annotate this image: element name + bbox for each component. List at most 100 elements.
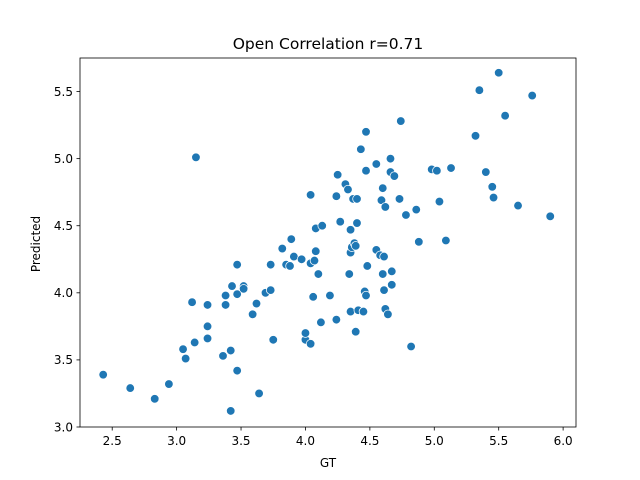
data-point — [232, 289, 242, 299]
data-point — [331, 314, 342, 325]
data-point — [343, 184, 353, 195]
x-axis: 2.5 3.0 3.5 4.0 4.5 5.0 5.5 6.0 — [103, 427, 573, 448]
data-point — [286, 234, 296, 244]
data-point — [331, 191, 342, 201]
data-point — [296, 254, 307, 264]
data-point — [352, 218, 362, 228]
data-point — [289, 251, 299, 262]
data-point — [387, 280, 397, 290]
data-point — [481, 167, 491, 177]
x-tick-label: 3.0 — [167, 434, 186, 448]
data-point — [332, 170, 343, 180]
data-point — [401, 210, 411, 220]
data-point — [356, 144, 366, 154]
x-axis-title: GT — [320, 456, 337, 470]
y-tick-label: 5.5 — [54, 85, 73, 99]
data-point — [220, 300, 231, 310]
data-point — [345, 225, 356, 235]
data-point — [383, 309, 393, 319]
data-point — [387, 266, 397, 277]
data-point — [432, 166, 442, 176]
data-point — [470, 131, 481, 141]
data-point — [305, 190, 316, 200]
data-point — [202, 321, 213, 332]
data-point — [406, 341, 416, 352]
data-point — [218, 351, 228, 361]
data-point — [227, 281, 237, 291]
data-point — [434, 196, 445, 207]
data-point — [254, 388, 264, 399]
y-tick-label: 3.5 — [54, 353, 73, 367]
data-point — [300, 328, 311, 338]
data-point — [305, 339, 316, 349]
y-tick-label: 5.0 — [54, 152, 73, 166]
data-point — [361, 127, 371, 137]
data-point — [164, 379, 174, 389]
data-point — [251, 298, 262, 309]
data-point — [396, 116, 406, 126]
x-tick-label: 4.5 — [360, 434, 379, 448]
data-point — [125, 383, 135, 393]
data-point — [513, 200, 523, 211]
data-point — [313, 269, 324, 279]
data-point — [265, 285, 276, 295]
data-point — [325, 290, 335, 301]
data-point — [474, 85, 485, 95]
data-point — [361, 166, 371, 176]
data-point — [545, 211, 555, 222]
data-point — [309, 255, 320, 266]
data-point — [362, 261, 372, 271]
x-tick-label: 6.0 — [554, 434, 573, 448]
data-point — [527, 90, 537, 101]
data-point — [385, 153, 396, 164]
data-point — [500, 111, 510, 121]
y-axis: 3.0 3.5 4.0 4.5 5.0 5.5 — [54, 85, 80, 434]
data-point — [316, 317, 326, 328]
data-point — [277, 243, 287, 254]
data-point — [202, 333, 213, 344]
data-point — [380, 202, 391, 212]
points-layer — [98, 68, 555, 416]
y-tick-label: 4.5 — [54, 219, 73, 233]
data-point — [379, 285, 389, 295]
data-point — [308, 292, 318, 302]
data-point — [180, 353, 191, 364]
data-point — [361, 290, 371, 301]
data-point — [191, 152, 201, 162]
data-point — [411, 204, 421, 215]
data-point — [226, 345, 236, 356]
data-point — [150, 394, 160, 404]
data-point — [351, 241, 361, 251]
data-point — [311, 246, 321, 256]
data-point — [394, 194, 405, 204]
chart-title: Open Correlation r=0.71 — [233, 35, 424, 53]
data-point — [98, 369, 108, 380]
data-point — [317, 221, 327, 231]
data-point — [358, 306, 369, 317]
x-tick-label: 5.5 — [489, 434, 508, 448]
data-point — [335, 217, 345, 227]
data-point — [247, 309, 258, 319]
data-point — [232, 365, 242, 376]
data-point — [414, 237, 424, 247]
data-point — [232, 259, 242, 270]
data-point — [352, 194, 362, 204]
x-tick-label: 4.0 — [296, 434, 315, 448]
x-tick-label: 2.5 — [103, 434, 122, 448]
data-point — [371, 159, 381, 169]
data-point — [187, 297, 197, 307]
data-point — [378, 183, 388, 193]
y-tick-label: 3.0 — [54, 420, 73, 434]
data-point — [379, 251, 389, 262]
data-point — [441, 235, 451, 246]
data-point — [345, 306, 356, 317]
data-point — [389, 171, 400, 181]
y-axis-title: Predicted — [29, 216, 43, 272]
data-point — [344, 269, 354, 279]
data-point — [488, 192, 499, 203]
data-point — [226, 406, 236, 416]
data-point — [220, 290, 231, 301]
data-point — [285, 261, 295, 271]
data-point — [351, 327, 361, 337]
data-point — [189, 337, 200, 348]
